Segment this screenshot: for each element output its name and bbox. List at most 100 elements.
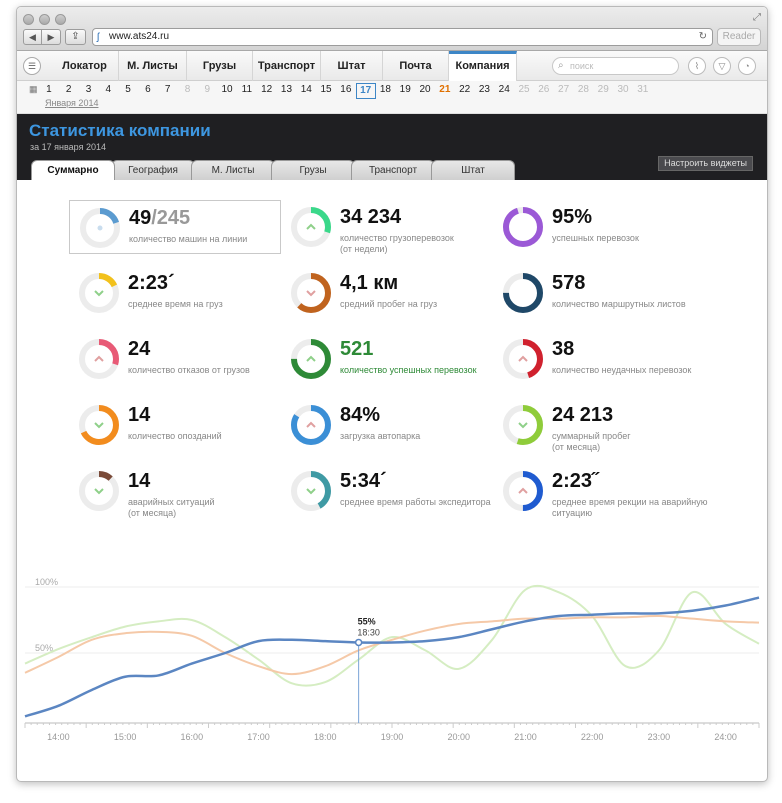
title-bar: ⤢ ◀ ▶ ⇪ ʃ www.ats24.ru ↻ Reader	[17, 7, 767, 51]
stat-value-total: /245	[151, 207, 191, 229]
stat-widget[interactable]: 49/245 количество машин на линии	[69, 200, 281, 254]
progress-ring-fill	[79, 339, 119, 379]
stat-widget[interactable]: 84% загрузка автопарка	[281, 398, 493, 452]
day-11[interactable]: 11	[241, 84, 253, 95]
day-24[interactable]: 24	[498, 84, 510, 95]
reload-icon[interactable]: ↻	[698, 31, 707, 42]
day-8[interactable]: 8	[184, 84, 191, 95]
stat-widget[interactable]: 4,1 км средний пробег на груз	[281, 266, 493, 320]
stat-widget[interactable]: 521 количество успешных перевозок	[281, 332, 493, 386]
section-tab-5[interactable]: Штат	[431, 160, 515, 180]
nav-tab-1[interactable]: М. Листы	[119, 51, 187, 81]
site-favicon-icon: ʃ	[97, 32, 100, 43]
progress-ring-fill	[503, 339, 543, 379]
day-16[interactable]: 16	[340, 84, 352, 95]
day-20[interactable]: 20	[419, 84, 431, 95]
stat-value: 2:23´	[128, 272, 175, 295]
section-tab-4[interactable]: Транспорт	[351, 160, 435, 180]
day-selector: 1 2 3 4 5 6 7 8 9 10 11 12 13 14 15 16 17 18 19 20 21 22 23 24 2…	[39, 83, 653, 99]
day-1[interactable]: 1	[46, 84, 52, 95]
day-17[interactable]: 17	[355, 83, 376, 99]
stat-widget[interactable]: 14 количество опозданий	[69, 398, 281, 452]
filter-icon[interactable]: ▽	[713, 57, 731, 75]
reader-button[interactable]: Reader	[717, 28, 761, 46]
fullscreen-icon[interactable]: ⤢	[753, 12, 761, 23]
stat-widget[interactable]: 95% успешных перевозок	[493, 200, 705, 254]
nav-tab-2[interactable]: Грузы	[187, 51, 253, 81]
calendar-icon[interactable]: ▦	[29, 84, 38, 94]
speedometer-icon[interactable]: ◔	[738, 57, 756, 75]
menu-list-icon[interactable]: ☰	[23, 57, 41, 75]
minimize-window-button[interactable]	[39, 14, 50, 25]
day-18[interactable]: 18	[379, 84, 391, 95]
day-26[interactable]: 26	[538, 84, 550, 95]
stat-value-main: 14	[128, 470, 151, 492]
day-19[interactable]: 19	[399, 84, 411, 95]
day-5[interactable]: 5	[125, 84, 131, 95]
day-27[interactable]: 27	[558, 84, 570, 95]
line-chart: 50% 100% 14:00 15:00 16:00 17:00 18:00 19:00 20:…	[24, 577, 760, 742]
day-14[interactable]: 14	[300, 84, 312, 95]
nav-tab-5[interactable]: Почта	[383, 51, 449, 81]
close-window-button[interactable]	[23, 14, 34, 25]
section-tab-2[interactable]: М. Листы	[191, 160, 275, 180]
day-25[interactable]: 25	[518, 84, 530, 95]
stat-widget[interactable]: 5:34´ среднее время работы экспедитора	[281, 464, 493, 518]
nav-tab-6[interactable]: Компания	[449, 51, 517, 81]
stat-widget[interactable]: 24 213 суммарный пробег (от месяца)	[493, 398, 705, 452]
day-28[interactable]: 28	[577, 84, 589, 95]
section-tab-0[interactable]: Суммарно	[31, 160, 115, 180]
month-link[interactable]: Января 2014	[45, 98, 99, 108]
section-tab-1[interactable]: География	[111, 160, 195, 180]
stat-widget[interactable]: 34 234 количество грузоперевозок (от неде…	[281, 200, 493, 254]
day-9[interactable]: 9	[204, 84, 211, 95]
address-bar[interactable]: ʃ www.ats24.ru ↻	[92, 28, 713, 46]
zoom-window-button[interactable]	[55, 14, 66, 25]
day-3[interactable]: 3	[85, 84, 92, 95]
day-31[interactable]: 31	[637, 84, 649, 95]
configure-widgets-button[interactable]: Настроить виджеты	[658, 156, 753, 171]
share-button[interactable]: ⇪	[65, 29, 86, 45]
progress-ring-fill	[503, 471, 543, 511]
stat-value: 24	[128, 338, 150, 361]
nav-tabs: Локатор М. Листы Грузы Транспорт Штат Почта Ко…	[51, 51, 517, 81]
stat-widget[interactable]: 2:23˝ среднее время рекции на аварийную с…	[493, 464, 708, 518]
day-22[interactable]: 22	[459, 84, 471, 95]
day-23[interactable]: 23	[478, 84, 490, 95]
nav-tab-4[interactable]: Штат	[321, 51, 383, 81]
day-2[interactable]: 2	[65, 84, 72, 95]
nav-tab-0[interactable]: Локатор	[51, 51, 119, 81]
day-30[interactable]: 30	[617, 84, 629, 95]
day-15[interactable]: 15	[320, 84, 332, 95]
day-6[interactable]: 6	[145, 84, 151, 95]
progress-ring-fill	[503, 207, 543, 247]
stat-widget[interactable]: 24 количество отказов от грузов	[69, 332, 281, 386]
section-tab-3[interactable]: Грузы	[271, 160, 355, 180]
trend-up-icon	[306, 355, 316, 362]
back-button[interactable]: ◀	[23, 29, 42, 45]
day-13[interactable]: 13	[280, 84, 293, 95]
series-line-1	[24, 615, 760, 676]
stat-label: загрузка автопарка	[340, 431, 421, 441]
stat-value-main: 14	[128, 404, 151, 426]
day-21[interactable]: 21	[439, 84, 451, 95]
stat-widget[interactable]: 14 аварийных ситуаций (от месяца)	[69, 464, 281, 518]
stat-widget[interactable]: 578 количество маршрутных листов	[493, 266, 705, 320]
day-4[interactable]: 4	[105, 84, 112, 95]
day-7[interactable]: 7	[164, 84, 171, 95]
stat-value-main: 2:23´	[128, 272, 175, 294]
stat-value: 2:23˝	[552, 470, 599, 493]
day-29[interactable]: 29	[597, 84, 609, 95]
stat-value-main: 84%	[340, 404, 381, 426]
progress-ring-fill	[79, 405, 119, 445]
attachment-icon[interactable]: ⌇	[688, 57, 706, 75]
stat-widget[interactable]: 2:23´ среднее время на груз	[69, 266, 281, 320]
trend-down-icon	[518, 422, 528, 429]
day-12[interactable]: 12	[261, 84, 273, 95]
day-10[interactable]: 10	[221, 84, 233, 95]
date-strip: ▦ 1 2 3 4 5 6 7 8 9 10 11 12 13 14 15 16 17 18 19 20 21 22 23 2…	[17, 81, 767, 114]
nav-tab-3[interactable]: Транспорт	[253, 51, 321, 81]
stat-widget[interactable]: 38 количество неудачных перевозок	[493, 332, 705, 386]
forward-button[interactable]: ▶	[42, 29, 61, 45]
search-input[interactable]: ⌕ поиск	[552, 57, 679, 75]
